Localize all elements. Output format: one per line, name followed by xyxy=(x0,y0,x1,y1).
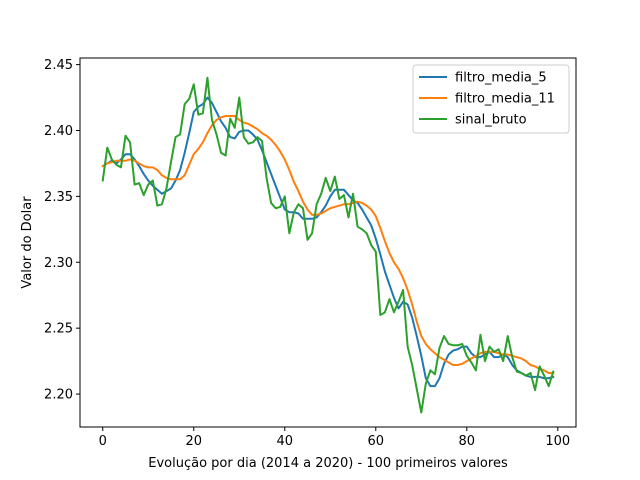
legend: filtro_media_5 filtro_media_11 sinal_bruto xyxy=(412,64,570,134)
y-tick-label: 2.40 xyxy=(44,124,73,139)
x-axis-ticks: 0 20 40 60 80 100 xyxy=(99,427,570,449)
y-tick-label: 2.45 xyxy=(44,58,73,73)
legend-label-filtro_media_5: filtro_media_5 xyxy=(455,71,547,86)
legend-items: filtro_media_5 filtro_media_11 sinal_bruto xyxy=(419,71,555,128)
axes-frame xyxy=(79,57,577,428)
y-tick-label: 2.30 xyxy=(44,256,73,271)
y-tick-label: 2.25 xyxy=(44,322,73,337)
legend-label-filtro_media_11: filtro_media_11 xyxy=(455,92,555,107)
y-tick-label: 2.20 xyxy=(44,388,73,403)
series-line-filtro_media_11 xyxy=(101,114,555,374)
x-tick-label: 20 xyxy=(185,434,202,449)
y-axis-ticks: 2.20 2.25 2.30 2.35 2.40 2.45 xyxy=(44,58,80,403)
legend-label-sinal_bruto: sinal_bruto xyxy=(455,113,527,128)
legend-box xyxy=(412,64,570,134)
x-tick-label: 0 xyxy=(99,434,107,449)
y-tick-label: 2.35 xyxy=(44,190,73,205)
x-tick-label: 40 xyxy=(276,434,293,449)
y-axis-label: Valor do Dolar xyxy=(20,196,35,289)
plot-lines xyxy=(101,76,555,414)
x-axis-label: Evolução por dia (2014 a 2020) - 100 pri… xyxy=(148,456,508,471)
x-tick-label: 80 xyxy=(459,434,476,449)
series-line-filtro_media_5 xyxy=(101,96,555,388)
x-tick-label: 100 xyxy=(545,434,570,449)
series-line-sinal_bruto xyxy=(101,76,555,414)
x-tick-label: 60 xyxy=(368,434,385,449)
